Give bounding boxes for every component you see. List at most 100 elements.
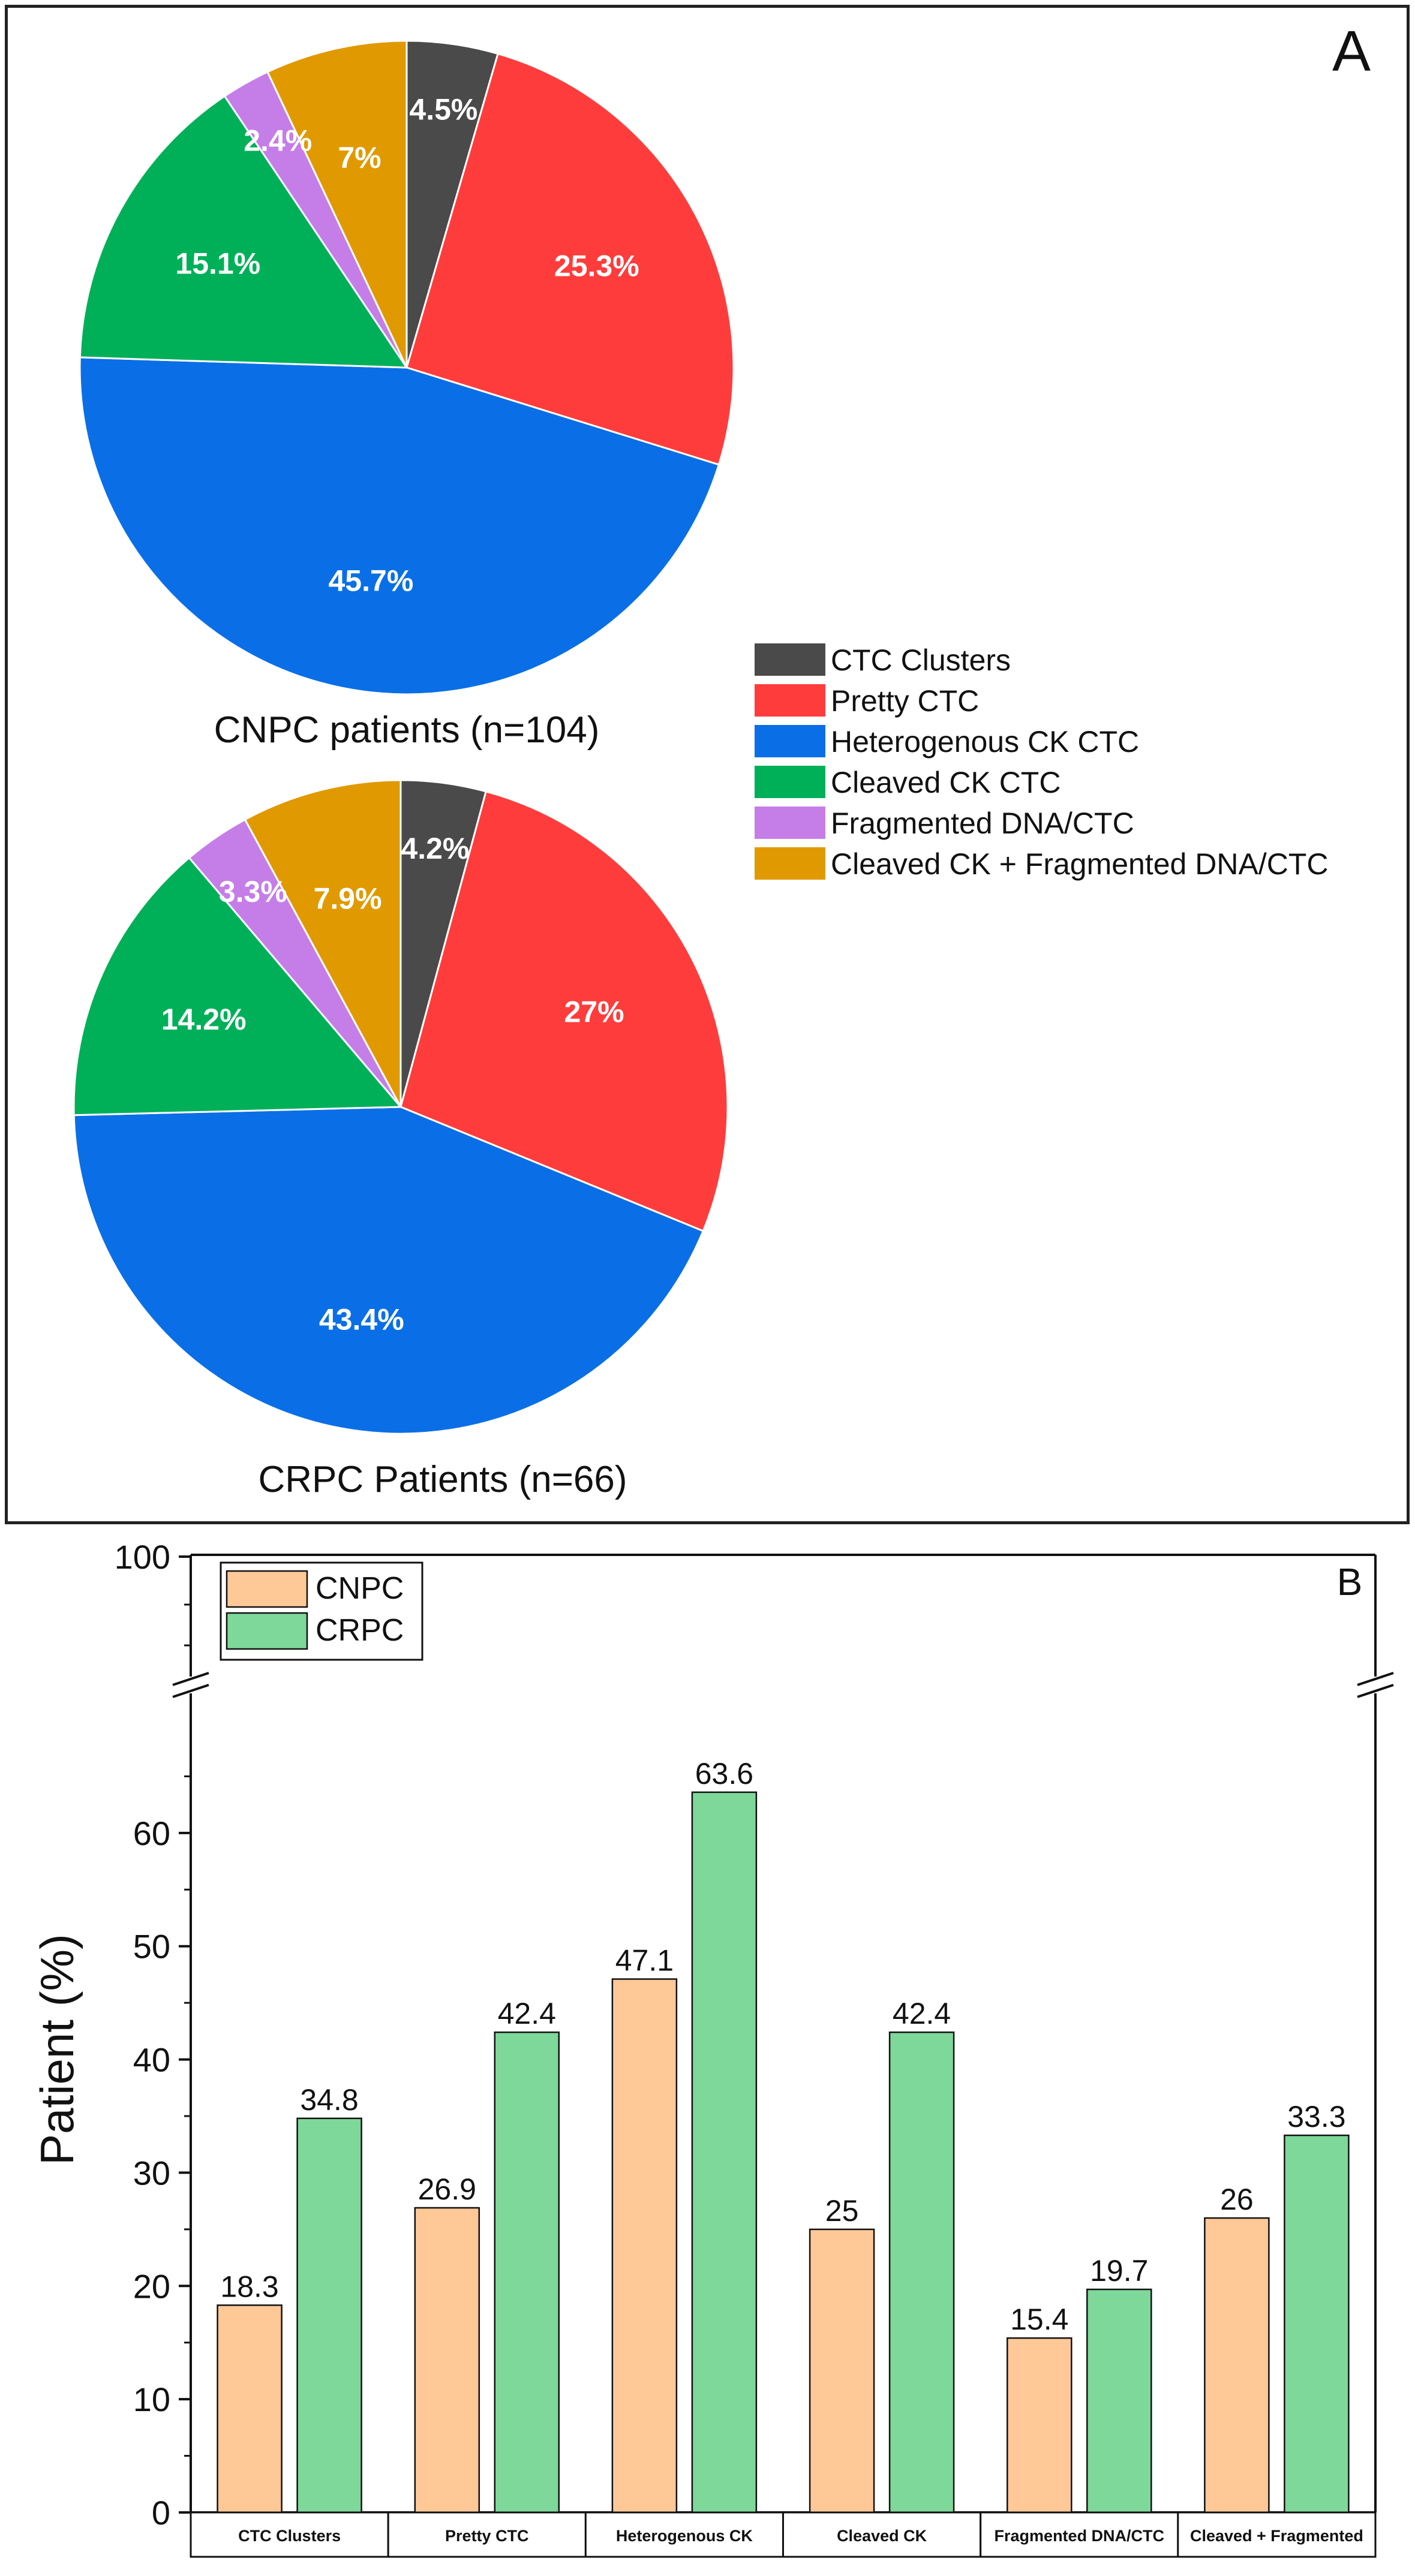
bar-label-crpc-heterogenous-ck: 63.6	[695, 1757, 753, 1790]
bar-label-cnpc-pretty-ctc: 26.9	[418, 2172, 476, 2206]
pie-crpc-label-pretty-ctc: 27%	[564, 995, 624, 1029]
axis-break-mark-1-0	[1357, 1672, 1394, 1686]
panel-b: 0 10 20 30 40 50 60 100 18.3 26.9 47.1 25 15.4 26 34.…	[0, 1528, 1415, 2573]
pie-crpc-slice-pretty-ctc	[399, 790, 729, 1232]
bar-cnpc-cleaved-ck	[809, 2228, 875, 2514]
pie-cnpc-label-ctc-clusters: 4.5%	[409, 92, 477, 126]
legend-label-fragmented-dna-ctc: Fragmented DNA/CTC	[831, 806, 1134, 840]
bar-label-cnpc-ctc-clusters: 18.3	[220, 2270, 278, 2303]
y-tick-label-20: 20	[133, 2267, 170, 2305]
bar-label-cnpc-heterogenous-ck: 47.1	[615, 1944, 674, 1978]
pie-crpc-label-ctc-clusters: 4.2%	[401, 832, 469, 865]
pie-cnpc-label-pretty-ctc: 25.3%	[554, 249, 639, 283]
bar-crpc-heterogenous-ck	[691, 1791, 758, 2514]
bar-label-crpc-fragmented-dna-ctc: 19.7	[1090, 2254, 1148, 2288]
pie-crpc-title: CRPC Patients (n=66)	[258, 1459, 627, 1500]
pie-crpc-slice-heterogenous-ck-ctc	[73, 1106, 705, 1435]
pie-cnpc-label-cleaved-ck-ctc: 15.1%	[175, 247, 260, 281]
panel-a: A 4.5% 25.3% 45.7% 15.1% 2.4% 7% 4.2% 27% 43.4%…	[5, 5, 1410, 1524]
category-box-fragmented-dna-ctc	[980, 2511, 1179, 2558]
pie-cnpc-slice-cleaved-ck-fragmented-dna-ctc	[266, 40, 408, 368]
category-label-pretty-ctc: Pretty CTC	[445, 2527, 529, 2545]
pie-cnpc-label-fragmented-dna-ctc: 2.4%	[244, 124, 312, 158]
bar-chart: 0 10 20 30 40 50 60 100 18.3 26.9 47.1 25 15.4 26 34.…	[31, 1538, 1394, 2558]
pie-cnpc-slice-heterogenous-ck-ctc	[79, 356, 720, 696]
axis-break-mark-0-1	[172, 1684, 209, 1698]
bar-cnpc-cleaved-fragmented	[1204, 2217, 1270, 2514]
bar-label-cnpc-cleaved-ck: 25	[825, 2194, 859, 2228]
pie-legend: CTC Clusters Pretty CTC Heterogenous CK CT…	[755, 643, 1328, 881]
y-tick-label-0: 0	[152, 2494, 170, 2532]
category-box-heterogenous-ck	[584, 2511, 784, 2558]
legend-label-heterogenous-ck-ctc: Heterogenous CK CTC	[831, 725, 1139, 759]
pie-cnpc-slice-cleaved-ck-ctc	[79, 95, 408, 369]
bar-crpc-cleaved-ck	[888, 2031, 955, 2514]
bar-cnpc-heterogenous-ck	[611, 1978, 678, 2514]
bar-legend-label-cnpc: CNPC	[316, 1571, 404, 1606]
legend-label-cleaved-ck-fragmented-dna-ctc: Cleaved CK + Fragmented DNA/CTC	[831, 847, 1328, 881]
legend-swatch-cleaved-ck-ctc	[755, 766, 825, 798]
bar-legend-swatch-crpc	[226, 1612, 308, 1650]
y-tick-label-60: 60	[133, 1814, 170, 1852]
legend-swatch-heterogenous-ck-ctc	[755, 725, 825, 757]
bar-legend: CNPC CRPC	[220, 1561, 423, 1661]
bar-label-crpc-pretty-ctc: 42.4	[498, 1997, 556, 2030]
category-label-cleaved-ck: Cleaved CK	[837, 2527, 927, 2545]
pie-crpc-label-fragmented-dna-ctc: 3.3%	[219, 875, 287, 908]
legend-label-cleaved-ck-ctc: Cleaved CK CTC	[831, 766, 1061, 799]
bar-crpc-fragmented-dna-ctc	[1086, 2288, 1152, 2514]
bar-crpc-ctc-clusters	[296, 2117, 362, 2514]
bar-label-crpc-cleaved-ck: 42.4	[893, 1997, 951, 2030]
y-tick-label-40: 40	[133, 2041, 170, 2079]
bar-label-cnpc-cleaved-fragmented: 26	[1220, 2183, 1254, 2216]
legend-swatch-pretty-ctc	[755, 684, 825, 717]
bar-series: 18.3 26.9 47.1 25 15.4 26 34.8 42.4 63.6 42.4 19.7…	[217, 1757, 1350, 2514]
category-label-ctc-clusters: CTC Clusters	[238, 2527, 341, 2545]
pie-chart-cnpc: 4.5% 25.3% 45.7% 15.1% 2.4% 7%	[79, 40, 735, 696]
bar-cnpc-fragmented-dna-ctc	[1007, 2337, 1072, 2514]
pie-cnpc-label-heterogenous-ck-ctc: 45.7%	[329, 564, 414, 598]
axis-break-mark-0-0	[172, 1672, 209, 1686]
axis-break-mark-1-1	[1357, 1684, 1394, 1698]
bar-label-crpc-cleaved-fragmented: 33.3	[1287, 2100, 1345, 2133]
y-axis-label: Patient (%)	[31, 1934, 83, 2165]
legend-swatch-fragmented-dna-ctc	[755, 806, 825, 839]
bar-label-cnpc-fragmented-dna-ctc: 15.4	[1010, 2303, 1068, 2336]
category-label-cleaved-fragmented: Cleaved + Fragmented	[1190, 2527, 1363, 2545]
y-tick-label-30: 30	[133, 2154, 170, 2192]
bar-legend-swatch-cnpc	[226, 1570, 308, 1608]
bar-label-crpc-ctc-clusters: 34.8	[300, 2083, 358, 2117]
pie-crpc-label-cleaved-ck-fragmented-dna-ctc: 7.9%	[314, 881, 382, 915]
category-box-cleaved-ck	[782, 2511, 982, 2558]
legend-label-pretty-ctc: Pretty CTC	[831, 684, 979, 718]
legend-swatch-cleaved-ck-fragmented-dna-ctc	[755, 847, 825, 880]
pie-crpc-label-cleaved-ck-ctc: 14.2%	[161, 1003, 247, 1036]
panel-b-letter: B	[1337, 1560, 1363, 1603]
category-box-ctc-clusters	[190, 2511, 389, 2558]
category-box-pretty-ctc	[387, 2511, 587, 2558]
category-label-fragmented-dna-ctc: Fragmented DNA/CTC	[995, 2527, 1165, 2545]
panel-a-letter: A	[1332, 19, 1371, 83]
legend-swatch-ctc-clusters	[755, 643, 825, 676]
pie-chart-crpc: 4.2% 27% 43.4% 14.2% 3.3% 7.9%	[73, 779, 729, 1435]
pie-cnpc-title: CNPC patients (n=104)	[214, 709, 600, 751]
pie-cnpc-slice-pretty-ctc	[405, 52, 735, 466]
pie-crpc-slice-cleaved-ck-fragmented-dna-ctc	[244, 779, 402, 1108]
pie-crpc-slice-cleaved-ck-ctc	[73, 856, 403, 1117]
bar-crpc-cleaved-fragmented	[1284, 2134, 1350, 2514]
pie-crpc-label-heterogenous-ck-ctc: 43.4%	[319, 1303, 404, 1337]
bar-cnpc-pretty-ctc	[414, 2207, 480, 2514]
pie-cnpc-label-cleaved-ck-fragmented-dna-ctc: 7%	[338, 141, 381, 174]
y-tick-label-10: 10	[133, 2381, 170, 2418]
legend-label-ctc-clusters: CTC Clusters	[831, 643, 1011, 677]
bar-legend-label-crpc: CRPC	[316, 1613, 404, 1648]
y-tick-label-50: 50	[133, 1928, 170, 1966]
bar-cnpc-ctc-clusters	[217, 2304, 283, 2514]
category-label-heterogenous-ck: Heterogenous CK	[616, 2527, 753, 2545]
x-category-boxes: CTC Clusters Pretty CTC Heterogenous CK Cle…	[190, 2511, 1377, 2558]
category-box-cleaved-fragmented	[1177, 2511, 1377, 2558]
y-axis-ticks: 0 10 20 30 40 50 60 100	[115, 1538, 191, 2532]
bar-crpc-pretty-ctc	[494, 2031, 560, 2514]
panel-a-canvas: A 4.5% 25.3% 45.7% 15.1% 2.4% 7% 4.2% 27% 43.4%…	[73, 19, 1371, 1500]
y-tick-label-top: 100	[115, 1538, 170, 1576]
